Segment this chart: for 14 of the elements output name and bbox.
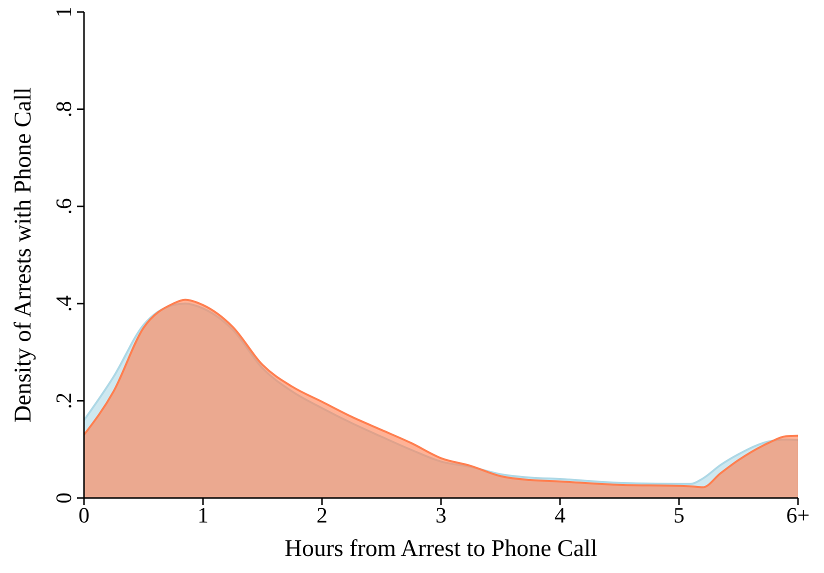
x-tick-label: 4 [554, 502, 566, 528]
y-axis-title: Density of Arrests with Phone Call [10, 87, 37, 423]
y-tick-label: 0 [51, 492, 76, 504]
y-tick-label: .2 [51, 392, 76, 410]
x-axis-title: Hours from Arrest to Phone Call [284, 536, 598, 562]
y-tick-label: .4 [51, 295, 76, 312]
y-tick-label: .8 [51, 100, 76, 118]
x-tick-label: 2 [316, 502, 328, 528]
x-tick-label: 6+ [786, 502, 810, 528]
y-tick-label: .6 [51, 198, 76, 215]
y-tick-label: 1 [51, 6, 76, 18]
x-tick-label: 5 [674, 502, 684, 528]
x-tick-label: 1 [198, 502, 208, 528]
x-tick-label: 3 [436, 502, 446, 528]
